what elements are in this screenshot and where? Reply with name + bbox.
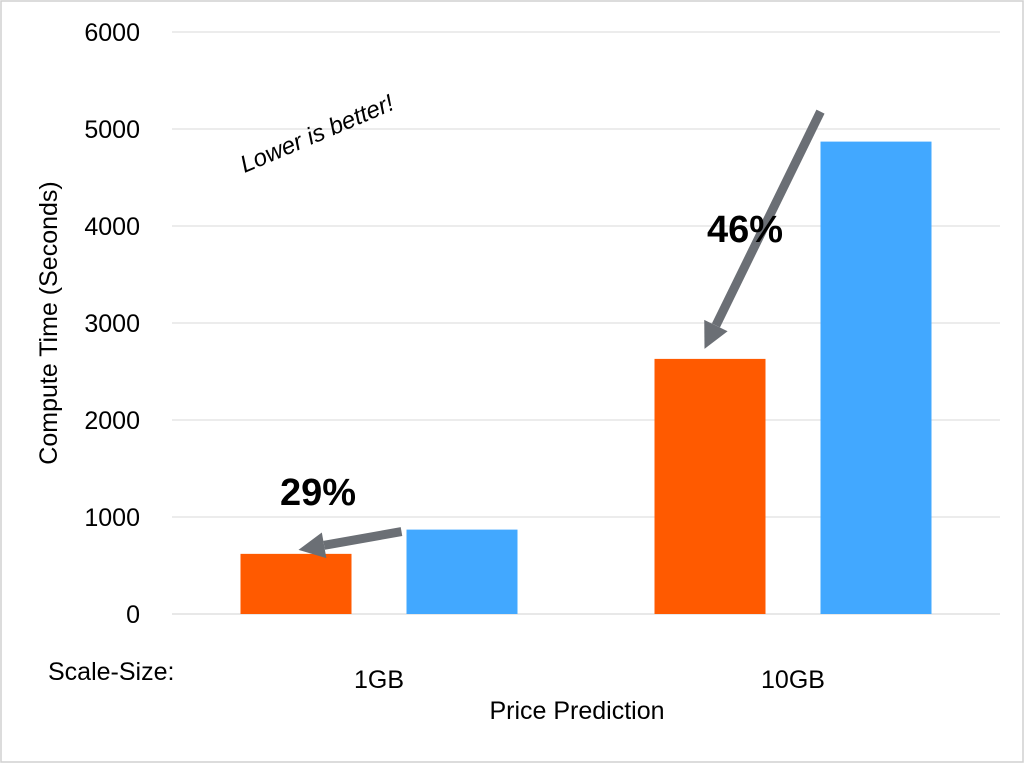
bar-1gb-series-1 [240, 553, 352, 614]
category-prefix-label: Scale-Size: [48, 658, 174, 686]
reduction-label-1gb: 29% [280, 472, 356, 514]
y-tick-label-4000: 4000 [84, 213, 140, 241]
bar-10gb-series-2 [820, 141, 932, 615]
bars [240, 141, 932, 615]
y-axis-ticks: 0 1000 2000 3000 4000 5000 6000 [84, 19, 140, 629]
y-tick-label-3000: 3000 [84, 310, 140, 338]
y-tick-label-2000: 2000 [84, 407, 140, 435]
arrow-1gb-head [298, 532, 327, 559]
bar-1gb-series-2 [406, 529, 518, 614]
arrow-10gb-shaft [711, 109, 825, 328]
reduction-label-10gb: 46% [707, 209, 783, 251]
bar-10gb-series-1 [654, 358, 766, 614]
category-label-10gb: 10GB [761, 666, 825, 694]
arrow-1gb-shaft [323, 527, 403, 550]
reduction-arrows [298, 109, 825, 559]
category-label-1gb: 1GB [354, 666, 404, 694]
y-tick-label-5000: 5000 [84, 116, 140, 144]
y-axis-title: Compute Time (Seconds) [35, 181, 63, 464]
y-tick-label-6000: 6000 [84, 19, 140, 47]
arrow-10gb-head [704, 319, 728, 349]
y-tick-label-1000: 1000 [84, 504, 140, 532]
y-tick-label-0: 0 [126, 601, 140, 629]
lower-is-better-note: Lower is better! [236, 89, 398, 178]
x-axis-title: Price Prediction [489, 697, 664, 725]
